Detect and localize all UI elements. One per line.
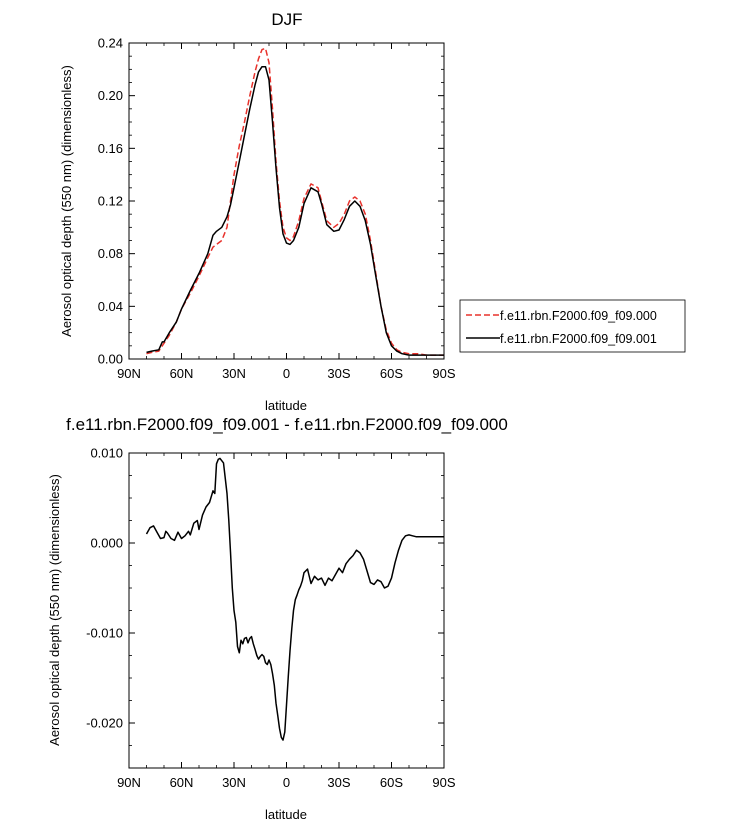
bottom-x-tick-label: 60S <box>380 775 403 790</box>
legend: f.e11.rbn.F2000.f09_f09.000 f.e11.rbn.F2… <box>459 299 686 353</box>
top-series-line-1 <box>146 65 444 356</box>
top-y-tick-label: 0.04 <box>98 299 123 314</box>
top-y-tick-label: 0.12 <box>98 194 123 209</box>
bottom-x-tick-label: 60N <box>170 775 194 790</box>
bottom-x-axis-label: latitude <box>265 807 307 822</box>
top-x-tick-label: 30N <box>222 366 246 381</box>
top-y-tick-label: 0.08 <box>98 246 123 261</box>
top-x-tick-label: 90S <box>432 366 455 381</box>
top-x-tick-label: 0 <box>283 366 290 381</box>
top-axes: 90N 60N 30N 0 30S 60S 90S 0.00 0.04 0.08 0.12 0.16 0… <box>98 36 456 382</box>
bottom-x-tick-label: 90S <box>432 775 455 790</box>
bottom-y-tick-label: 0.000 <box>90 536 123 551</box>
bottom-series-group <box>145 457 444 741</box>
bottom-y-tick-label: 0.010 <box>90 446 123 461</box>
bottom-x-tick-label: 0 <box>283 775 290 790</box>
bottom-x-tick-label: 30S <box>327 775 350 790</box>
top-x-tick-label: 60S <box>380 366 403 381</box>
top-y-tick-label: 0.20 <box>98 88 123 103</box>
top-x-tick-label: 60N <box>170 366 194 381</box>
bottom-chart-title: f.e11.rbn.F2000.f09_f09.001 - f.e11.rbn.… <box>66 415 508 434</box>
legend-label-series-0: f.e11.rbn.F2000.f09_f09.000 <box>500 309 657 323</box>
top-y-axis-label: Aerosol optical depth (550 nm) (dimensio… <box>59 65 74 337</box>
bottom-x-tick-label: 30N <box>222 775 246 790</box>
top-chart-title: DJF <box>271 10 302 29</box>
top-x-axis-label: latitude <box>265 398 307 413</box>
top-y-tick-label: 0.16 <box>98 141 123 156</box>
top-x-tick-label: 90N <box>117 366 141 381</box>
bottom-axes: 90N 60N 30N 0 30S 60S 90S 0.010 0.000 -0.010 -0.02… <box>86 446 456 791</box>
bottom-y-axis-label: Aerosol optical depth (550 nm) (dimensio… <box>47 474 62 746</box>
legend-box <box>459 299 686 353</box>
top-y-tick-label: 0.00 <box>98 352 123 367</box>
bottom-x-tick-label: 90N <box>117 775 141 790</box>
top-plot-frame <box>128 42 445 360</box>
bottom-y-tick-label: -0.010 <box>86 626 123 641</box>
bottom-panel: f.e11.rbn.F2000.f09_f09.001 - f.e11.rbn.… <box>47 415 508 822</box>
bottom-y-tick-label: -0.020 <box>86 716 123 731</box>
top-series-group <box>146 47 444 356</box>
top-x-tick-label: 30S <box>327 366 350 381</box>
bottom-plot-frame <box>128 452 445 769</box>
bottom-series-line-0 <box>145 457 444 741</box>
top-panel: DJF 90N 60N 30N 0 30S 60S 90S 0.00 0.04 0.08 0.12 0… <box>59 10 456 413</box>
top-series-line-0 <box>146 47 444 356</box>
legend-label-series-1: f.e11.rbn.F2000.f09_f09.001 <box>500 332 657 346</box>
top-y-tick-label: 0.24 <box>98 36 123 51</box>
